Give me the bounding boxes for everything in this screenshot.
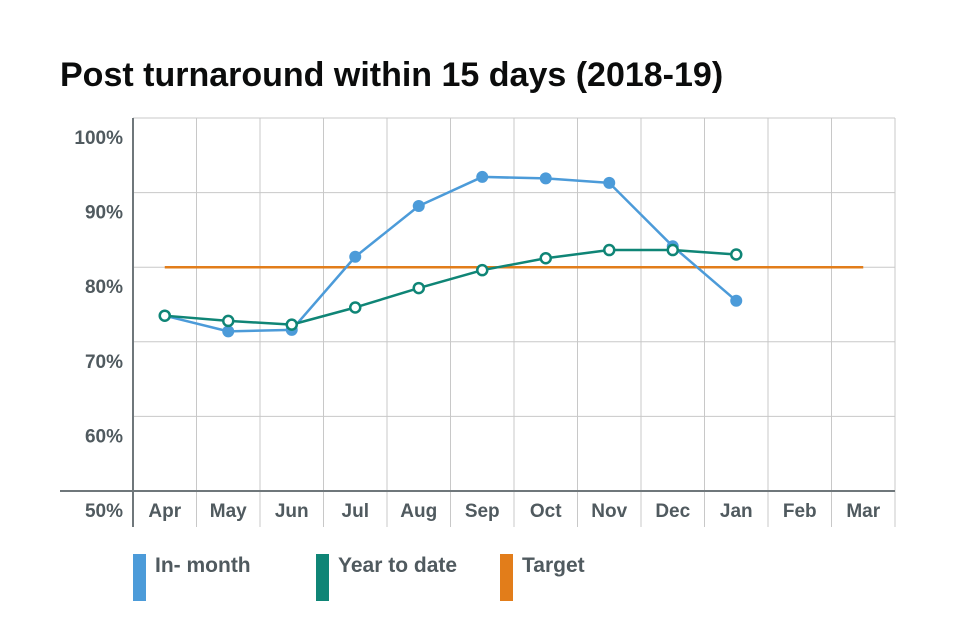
data-point bbox=[349, 250, 362, 263]
x-tick-label: Feb bbox=[783, 501, 817, 522]
y-tick-label: 100% bbox=[74, 128, 123, 149]
data-point bbox=[222, 314, 235, 328]
legend-swatch bbox=[500, 554, 513, 601]
data-point bbox=[476, 170, 489, 183]
x-tick-label: Aug bbox=[400, 501, 437, 522]
x-tick-label: Sep bbox=[465, 501, 500, 522]
y-tick-label: 60% bbox=[85, 426, 123, 447]
data-point bbox=[412, 281, 425, 295]
legend: In- month Year to date Target bbox=[133, 554, 585, 601]
data-point bbox=[666, 243, 679, 257]
x-axis-ticks: Apr May Jun Jul Aug Sep Oct Nov Dec Jan Feb Mar bbox=[148, 501, 880, 522]
x-tick-label: Dec bbox=[655, 501, 690, 522]
legend-swatch bbox=[133, 554, 146, 601]
x-tick-label: Jun bbox=[275, 501, 309, 522]
series-line bbox=[164, 175, 738, 333]
chart-title: Post turnaround within 15 days (2018-19) bbox=[60, 56, 723, 94]
data-point bbox=[603, 243, 616, 257]
x-tick-label: May bbox=[210, 501, 247, 522]
data-point bbox=[285, 318, 298, 331]
x-tick-label: Jul bbox=[342, 501, 369, 522]
legend-item: In- month bbox=[133, 554, 251, 601]
x-tick-label: Oct bbox=[530, 501, 562, 522]
data-point bbox=[539, 251, 552, 265]
legend-label: Year to date bbox=[338, 554, 457, 577]
data-point bbox=[476, 263, 489, 277]
grid bbox=[133, 117, 896, 527]
x-tick-label: Mar bbox=[846, 501, 880, 522]
data-point bbox=[158, 309, 171, 322]
series-line bbox=[164, 248, 737, 326]
x-tick-label: Apr bbox=[148, 501, 181, 522]
legend-item: Year to date bbox=[316, 554, 457, 601]
x-tick-label: Nov bbox=[591, 501, 627, 522]
legend-label: Target bbox=[522, 554, 585, 577]
legend-item: Target bbox=[500, 554, 585, 601]
data-point bbox=[730, 248, 743, 261]
legend-swatch bbox=[316, 554, 329, 601]
data-point bbox=[539, 172, 552, 185]
data-point bbox=[222, 325, 235, 338]
data-point bbox=[730, 294, 743, 307]
axes bbox=[60, 118, 895, 527]
y-axis-ticks: 50% 60% 70% 80% 90% 100% bbox=[74, 128, 123, 522]
y-tick-label: 50% bbox=[85, 501, 123, 522]
series bbox=[158, 170, 864, 338]
data-point bbox=[412, 200, 425, 213]
x-tick-label: Jan bbox=[720, 501, 753, 522]
y-tick-label: 70% bbox=[85, 352, 123, 373]
data-point bbox=[603, 176, 616, 189]
legend-label: In- month bbox=[155, 554, 251, 577]
series-year-to-date bbox=[158, 243, 743, 331]
y-tick-label: 90% bbox=[85, 203, 123, 224]
y-tick-label: 80% bbox=[85, 277, 123, 298]
data-point bbox=[349, 301, 362, 314]
